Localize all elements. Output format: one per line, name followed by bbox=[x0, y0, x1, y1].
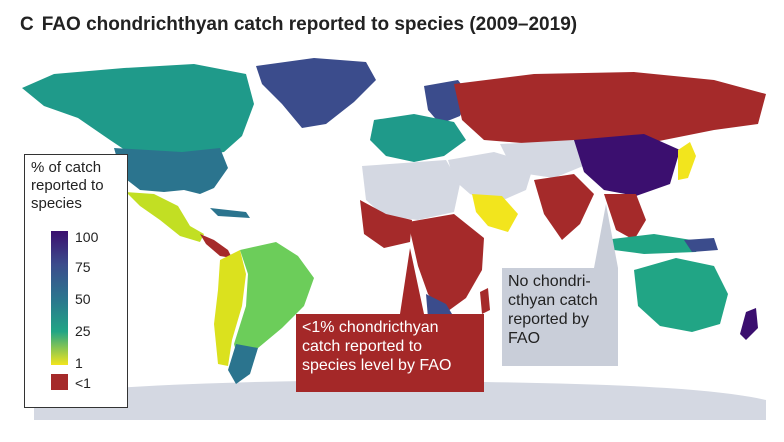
callout-low-pointer bbox=[400, 248, 424, 314]
region-europe bbox=[370, 114, 466, 162]
region-russia bbox=[454, 72, 766, 144]
figure-title: C FAO chondrichthyan catch reported to sp… bbox=[20, 14, 577, 36]
callout-none-pointer-right bbox=[594, 204, 618, 268]
region-north-africa bbox=[362, 160, 460, 220]
legend-tick-100: 100 bbox=[75, 229, 99, 245]
region-china bbox=[574, 134, 680, 196]
region-central-asia bbox=[500, 140, 588, 178]
legend: % of catch reported to species 100 75 50… bbox=[24, 154, 128, 408]
panel-letter: C bbox=[20, 14, 34, 35]
region-africa-south bbox=[408, 214, 484, 314]
region-new-zealand bbox=[740, 308, 758, 340]
region-papua bbox=[684, 238, 718, 252]
legend-title: % of catch reported to species bbox=[31, 159, 104, 212]
region-mexico bbox=[126, 192, 204, 242]
region-usa bbox=[114, 148, 228, 194]
region-indonesia bbox=[604, 234, 704, 254]
legend-tick-50: 50 bbox=[75, 291, 91, 307]
callout-low-catch: <1% chondricthyan catch reported to spec… bbox=[296, 314, 484, 392]
region-antarctica bbox=[34, 380, 766, 420]
legend-color-bar bbox=[51, 231, 68, 365]
region-southeast-asia bbox=[604, 194, 646, 240]
legend-tick-25: 25 bbox=[75, 323, 91, 339]
region-caribbean bbox=[210, 208, 250, 218]
region-west-africa bbox=[360, 200, 412, 248]
legend-tick-1: 1 bbox=[75, 355, 83, 371]
legend-label-below-one: <1 bbox=[75, 375, 91, 391]
region-argentina bbox=[228, 344, 258, 384]
callout-no-catch: No chondri-cthyan catch reported by FAO bbox=[502, 268, 618, 366]
legend-tick-75: 75 bbox=[75, 259, 91, 275]
region-japan bbox=[678, 142, 696, 180]
region-greenland bbox=[256, 58, 376, 128]
legend-swatch-below-one bbox=[51, 374, 68, 390]
region-arabia bbox=[472, 194, 518, 232]
region-australia bbox=[634, 258, 728, 332]
world-map-svg bbox=[22, 58, 766, 420]
region-canada bbox=[22, 64, 254, 158]
region-india bbox=[534, 174, 594, 240]
region-south-america-west bbox=[214, 250, 246, 366]
region-central-america bbox=[200, 234, 232, 258]
world-map bbox=[14, 44, 774, 422]
title-text: FAO chondrichthyan catch reported to spe… bbox=[41, 14, 578, 35]
region-madagascar bbox=[480, 288, 490, 314]
region-brazil bbox=[234, 242, 314, 366]
